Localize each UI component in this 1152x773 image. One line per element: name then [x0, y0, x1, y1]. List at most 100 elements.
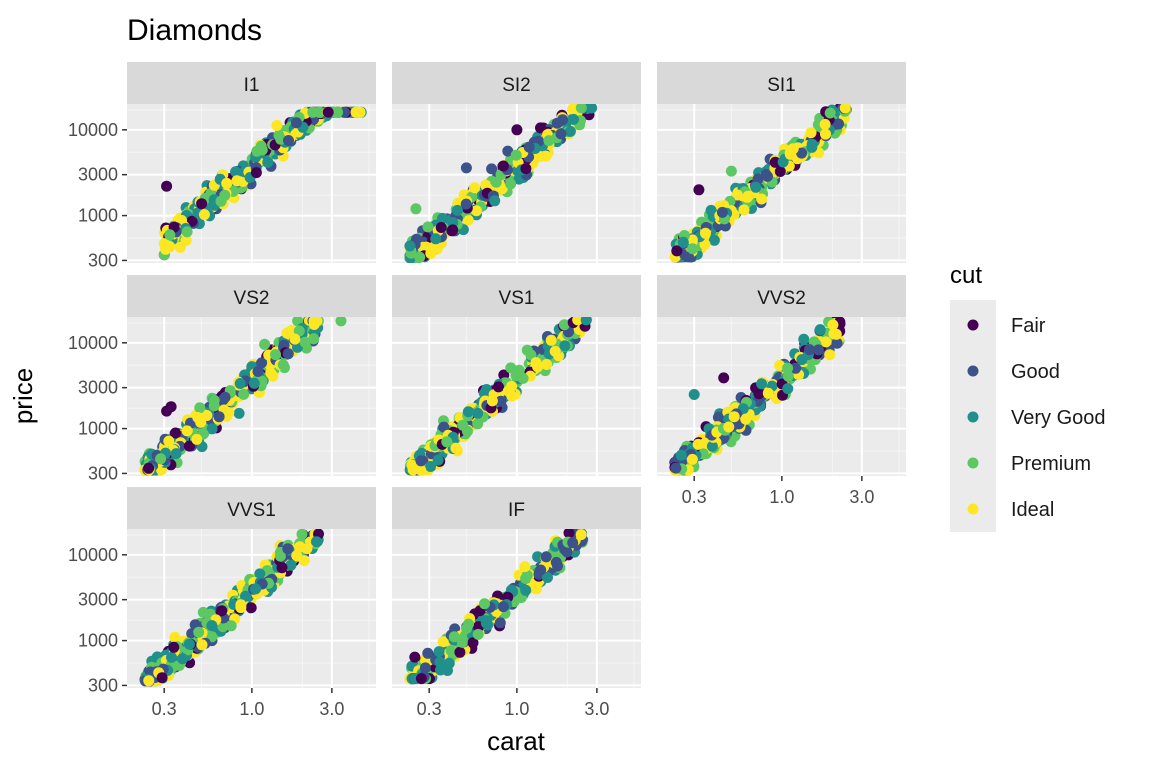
scatter-point: [256, 357, 268, 369]
facet-panel-si2: SI2: [392, 62, 641, 263]
facet-panel-vvs1: VVS1 300 1000 3000 10000 0.3 1.0 3.0: [68, 487, 376, 719]
scatter-point: [670, 462, 682, 474]
scatter-point: [731, 189, 743, 201]
x-axis-label: carat: [487, 726, 546, 756]
scatter-point: [540, 551, 552, 563]
scatter-point: [332, 106, 343, 118]
panel-plot-area: [392, 104, 641, 263]
scatter-point: [425, 461, 436, 472]
legend: cut Fair Good Very Good Premium Ideal: [950, 262, 1106, 532]
facet-strip: [657, 275, 906, 317]
scatter-point: [156, 672, 168, 684]
facet-strip: [392, 275, 641, 317]
facet-panel-si1: SI1: [657, 62, 906, 263]
scatter-point: [575, 104, 587, 114]
scatter-point: [489, 195, 501, 207]
legend-key-good: [967, 365, 979, 377]
scatter-point: [520, 163, 532, 175]
legend-label: Fair: [1011, 315, 1046, 337]
scatter-point: [460, 198, 472, 210]
scatter-point: [782, 383, 794, 395]
scatter-point: [700, 227, 711, 239]
scatter-point: [580, 317, 592, 326]
scatter-point: [293, 325, 305, 337]
scatter-point: [535, 564, 547, 576]
y-tick-label: 300: [88, 250, 118, 270]
y-tick-label: 1000: [78, 631, 118, 651]
scatter-point: [470, 205, 482, 217]
scatter-point: [435, 222, 447, 233]
scatter-point: [510, 370, 522, 382]
scatter-point: [692, 438, 704, 450]
legend-key-ideal: [967, 503, 979, 515]
outlier-point: [718, 372, 730, 384]
scatter-point: [782, 370, 794, 382]
scatter-point: [181, 425, 193, 437]
scatter-point: [193, 626, 205, 638]
facet-strip: [127, 275, 376, 317]
scatter-point: [155, 453, 167, 465]
scatter-point: [181, 226, 193, 238]
scatter-point: [555, 128, 567, 140]
scatter-point: [762, 387, 774, 399]
scatter-point: [705, 204, 717, 216]
facet-panel-vs1: VS1: [392, 275, 641, 476]
scatter-point: [169, 631, 181, 643]
panel-plot-area: [127, 317, 376, 476]
scatter-point: [506, 380, 518, 392]
scatter-point: [230, 166, 242, 178]
scatter-point: [586, 104, 598, 114]
scatter-point: [245, 602, 257, 614]
scatter-point: [277, 359, 289, 371]
scatter-point: [425, 248, 437, 259]
scatter-point: [219, 189, 231, 201]
scatter-point: [502, 145, 514, 157]
facet-strip: [657, 62, 906, 104]
scatter-point: [532, 551, 544, 563]
scatter-point: [839, 104, 851, 114]
scatter-point: [493, 381, 504, 393]
scatter-point: [180, 235, 192, 246]
x-tick-label: 1.0: [769, 487, 794, 507]
scatter-point: [716, 206, 728, 218]
scatter-point: [806, 141, 818, 153]
x-tick-label: 1.0: [239, 699, 264, 719]
scatter-point: [415, 455, 427, 467]
scatter-point: [557, 114, 569, 126]
x-tick-label: 3.0: [584, 699, 609, 719]
scatter-point: [742, 190, 754, 202]
scatter-point: [523, 141, 535, 153]
facet-strip-label: VVS2: [757, 288, 806, 309]
scatter-point: [251, 145, 263, 157]
scatter-point: [422, 647, 434, 659]
scatter-point: [217, 621, 229, 633]
legend-key-premium: [967, 457, 979, 469]
scatter-point: [441, 436, 453, 448]
scatter-point: [543, 135, 555, 147]
scatter-point: [563, 529, 575, 539]
scatter-point: [225, 620, 237, 632]
scatter-point: [250, 167, 262, 179]
scatter-point: [814, 324, 826, 336]
scatter-point: [740, 413, 752, 425]
legend-title: cut: [950, 262, 982, 289]
legend-entries: Fair Good Very Good Premium Ideal: [967, 315, 1106, 521]
scatter-point: [164, 241, 176, 253]
scatter-point: [469, 182, 481, 194]
scatter-point: [432, 454, 444, 466]
scatter-point: [308, 333, 320, 345]
scatter-point: [409, 651, 421, 663]
scatter-point: [419, 662, 431, 674]
scatter-point: [495, 395, 507, 407]
facet-panel-if: IF 0.3 1.0 3.0: [392, 487, 641, 719]
scatter-point: [456, 636, 468, 648]
scatter-point: [677, 236, 689, 248]
scatter-point: [774, 166, 786, 177]
scatter-point: [198, 209, 210, 221]
scatter-point: [208, 400, 220, 412]
scatter-point: [820, 336, 832, 348]
x-tick-label: 3.0: [319, 699, 344, 719]
panel-plot-area: [657, 104, 906, 263]
scatter-point: [433, 646, 445, 658]
